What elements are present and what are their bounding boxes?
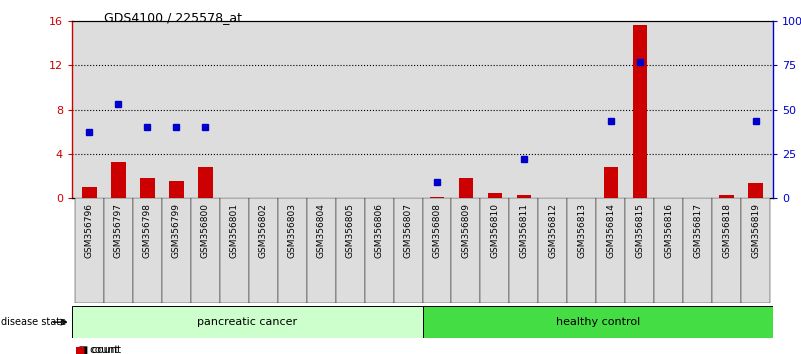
Text: GSM356805: GSM356805 [345, 204, 355, 258]
Bar [654, 198, 683, 303]
Bar [307, 198, 336, 303]
Bar [364, 198, 393, 303]
Bar [488, 193, 502, 198]
Bar [452, 198, 481, 303]
Bar [719, 195, 734, 198]
Bar [111, 162, 126, 198]
Text: healthy control: healthy control [556, 317, 640, 327]
Bar [509, 198, 538, 303]
Text: GSM356810: GSM356810 [490, 204, 500, 258]
Text: ■: ■ [74, 345, 85, 354]
Text: GSM356803: GSM356803 [288, 204, 296, 258]
Bar [423, 198, 452, 303]
Bar [633, 24, 647, 198]
Text: GSM356814: GSM356814 [606, 204, 615, 258]
Bar [249, 198, 278, 303]
Text: GSM356802: GSM356802 [259, 204, 268, 258]
Bar [169, 181, 183, 198]
Text: GSM356811: GSM356811 [519, 204, 529, 258]
Text: GSM356801: GSM356801 [230, 204, 239, 258]
Text: GSM356798: GSM356798 [143, 204, 152, 258]
FancyBboxPatch shape [72, 306, 423, 338]
Text: count: count [90, 345, 119, 354]
Text: GSM356796: GSM356796 [85, 204, 94, 258]
Bar [104, 198, 133, 303]
Text: GSM356804: GSM356804 [316, 204, 326, 258]
Bar [219, 198, 249, 303]
Bar [481, 198, 509, 303]
Bar [75, 198, 104, 303]
Bar [626, 198, 654, 303]
Bar [430, 196, 445, 198]
Text: GSM356812: GSM356812 [549, 204, 557, 258]
Bar [741, 198, 770, 303]
FancyBboxPatch shape [423, 306, 773, 338]
Bar [278, 198, 307, 303]
Text: pancreatic cancer: pancreatic cancer [197, 317, 297, 327]
Text: GSM356819: GSM356819 [751, 204, 760, 258]
Text: GSM356797: GSM356797 [114, 204, 123, 258]
Bar [712, 198, 741, 303]
Bar [748, 183, 763, 198]
Text: GSM356800: GSM356800 [201, 204, 210, 258]
Bar [198, 167, 212, 198]
Text: GSM356813: GSM356813 [578, 204, 586, 258]
Text: GSM356809: GSM356809 [461, 204, 470, 258]
Bar [133, 198, 162, 303]
Bar [336, 198, 364, 303]
Bar [596, 198, 626, 303]
Bar [603, 167, 618, 198]
Text: GSM356799: GSM356799 [172, 204, 181, 258]
Text: GSM356816: GSM356816 [664, 204, 673, 258]
Bar [162, 198, 191, 303]
Text: GSM356806: GSM356806 [375, 204, 384, 258]
Bar [140, 178, 155, 198]
Bar [83, 187, 97, 198]
Text: disease state: disease state [1, 317, 66, 327]
Bar [517, 195, 531, 198]
Text: GSM356808: GSM356808 [433, 204, 441, 258]
Text: GSM356815: GSM356815 [635, 204, 644, 258]
Bar [191, 198, 219, 303]
Bar [567, 198, 596, 303]
Text: GSM356807: GSM356807 [404, 204, 413, 258]
Bar [459, 178, 473, 198]
Bar [538, 198, 567, 303]
Text: GSM356818: GSM356818 [723, 204, 731, 258]
Text: ■ count: ■ count [72, 345, 121, 354]
Text: GSM356817: GSM356817 [693, 204, 702, 258]
Text: GDS4100 / 225578_at: GDS4100 / 225578_at [104, 11, 242, 24]
Bar [393, 198, 423, 303]
Bar [683, 198, 712, 303]
